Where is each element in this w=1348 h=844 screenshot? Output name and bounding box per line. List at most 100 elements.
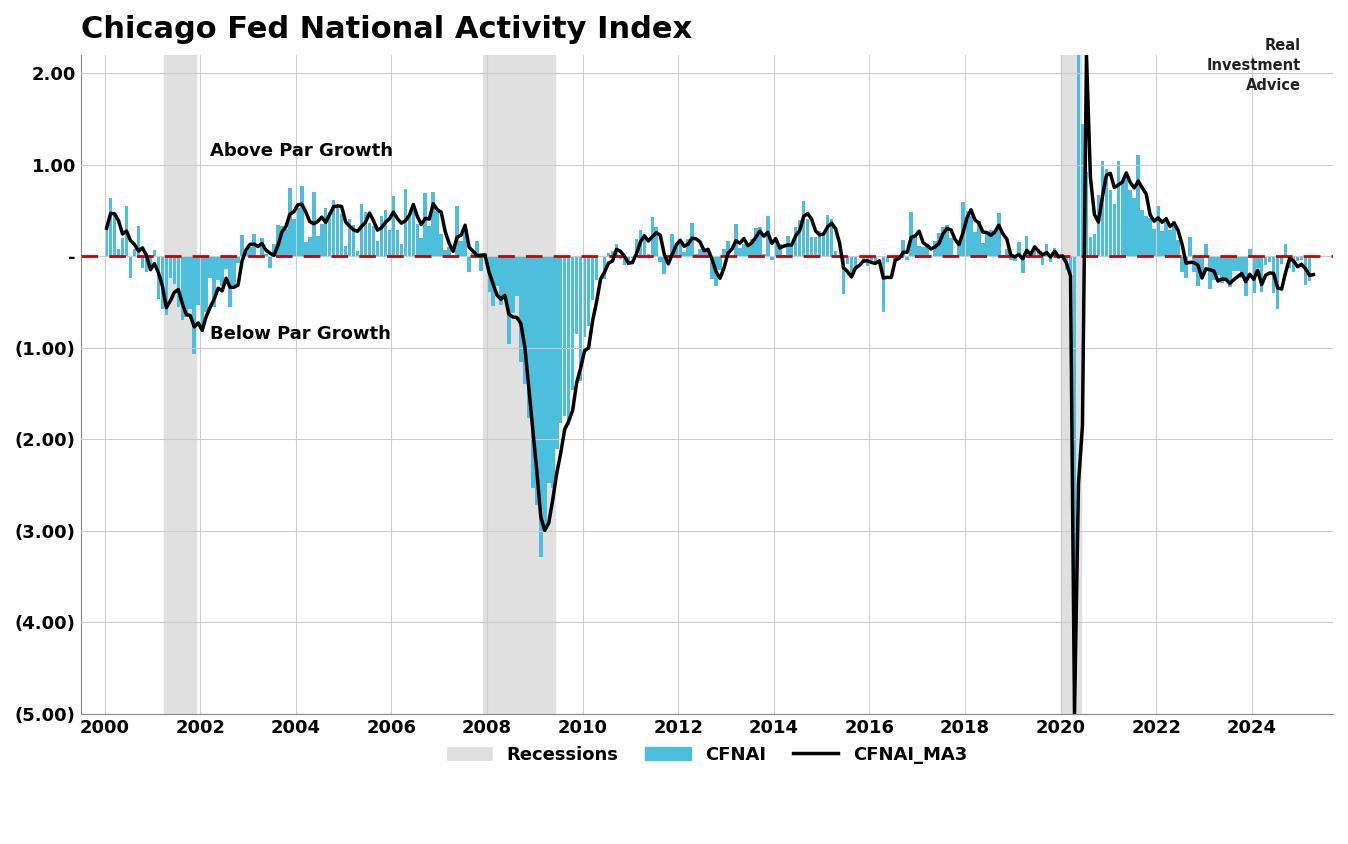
Bar bbox=[297, 208, 299, 256]
Text: Below Par Growth: Below Par Growth bbox=[210, 325, 391, 343]
CFNAI_MA3 bbox=[1078, 50, 1095, 60]
Bar bbox=[758, 227, 762, 256]
Bar bbox=[619, 256, 623, 259]
Bar bbox=[535, 256, 539, 506]
Bar bbox=[615, 244, 619, 256]
Bar bbox=[1002, 255, 1004, 256]
Bar bbox=[731, 256, 733, 257]
Bar bbox=[399, 244, 403, 256]
Bar bbox=[1268, 256, 1271, 262]
Bar bbox=[209, 256, 212, 278]
Bar bbox=[1196, 256, 1200, 285]
Text: Chicago Fed National Activity Index: Chicago Fed National Activity Index bbox=[81, 15, 692, 44]
Bar bbox=[193, 256, 195, 354]
Bar bbox=[156, 256, 160, 299]
Bar bbox=[523, 256, 527, 384]
Bar bbox=[790, 244, 794, 256]
Bar bbox=[1228, 256, 1232, 287]
Bar bbox=[276, 225, 279, 256]
Bar bbox=[574, 256, 578, 333]
Bar bbox=[706, 250, 710, 256]
Bar bbox=[853, 256, 857, 267]
Bar bbox=[1283, 244, 1287, 256]
Bar bbox=[886, 256, 890, 262]
Bar bbox=[1161, 231, 1163, 256]
Bar bbox=[945, 225, 949, 256]
Bar bbox=[694, 254, 698, 256]
Bar bbox=[786, 236, 790, 256]
Bar bbox=[770, 256, 774, 261]
Bar bbox=[519, 256, 523, 362]
Bar bbox=[132, 250, 136, 256]
Bar bbox=[547, 256, 550, 483]
Bar bbox=[160, 256, 164, 309]
Bar bbox=[965, 211, 969, 256]
Bar bbox=[1248, 249, 1251, 256]
Bar bbox=[882, 256, 886, 312]
Bar bbox=[1069, 256, 1072, 298]
Bar bbox=[543, 256, 546, 528]
Bar bbox=[168, 256, 173, 278]
Bar bbox=[380, 216, 383, 256]
Bar bbox=[105, 228, 108, 256]
Bar bbox=[698, 249, 702, 256]
Bar bbox=[1279, 256, 1283, 264]
Bar bbox=[1173, 221, 1175, 256]
Bar bbox=[1077, 55, 1080, 256]
Bar bbox=[411, 211, 415, 256]
Bar bbox=[743, 244, 745, 256]
Bar bbox=[1024, 236, 1029, 256]
Bar bbox=[568, 256, 570, 425]
Bar bbox=[460, 241, 462, 256]
Bar bbox=[305, 242, 307, 256]
Bar bbox=[643, 239, 646, 256]
Bar bbox=[822, 235, 825, 256]
Bar bbox=[368, 224, 371, 256]
Bar bbox=[1081, 124, 1084, 256]
Bar bbox=[906, 256, 909, 260]
Bar bbox=[607, 253, 611, 256]
Bar bbox=[878, 256, 882, 257]
CFNAI_MA3 bbox=[373, 223, 390, 233]
Bar bbox=[662, 256, 666, 274]
Bar bbox=[148, 256, 152, 269]
Bar bbox=[623, 256, 627, 265]
Bar bbox=[782, 255, 786, 256]
Bar bbox=[1041, 256, 1045, 265]
Bar bbox=[1108, 190, 1112, 256]
Bar bbox=[1010, 256, 1012, 261]
Bar bbox=[117, 249, 120, 256]
Bar bbox=[774, 240, 778, 256]
Bar bbox=[140, 256, 144, 268]
Bar bbox=[1287, 256, 1291, 268]
Bar bbox=[559, 256, 562, 423]
Bar bbox=[1148, 219, 1153, 256]
Bar bbox=[727, 241, 729, 256]
CFNAI_MA3 bbox=[214, 286, 231, 296]
Bar bbox=[487, 256, 491, 292]
Bar bbox=[284, 229, 287, 256]
Bar bbox=[1112, 204, 1116, 256]
Bar bbox=[998, 213, 1000, 256]
Bar bbox=[582, 256, 586, 337]
Bar bbox=[778, 244, 782, 256]
Bar bbox=[491, 256, 495, 306]
CFNAI_MA3 bbox=[524, 425, 541, 435]
Bar bbox=[121, 238, 124, 256]
Bar bbox=[670, 234, 674, 256]
Bar bbox=[311, 192, 315, 256]
Bar bbox=[762, 254, 766, 256]
Bar bbox=[1177, 240, 1180, 256]
Bar bbox=[240, 235, 244, 256]
Bar bbox=[495, 256, 499, 286]
Bar bbox=[539, 256, 542, 557]
Bar bbox=[599, 256, 603, 257]
Bar bbox=[236, 256, 240, 263]
CFNAI_MA3 bbox=[1134, 183, 1150, 193]
Bar bbox=[213, 256, 216, 307]
Bar bbox=[723, 249, 725, 256]
Bar bbox=[925, 244, 929, 256]
Bar bbox=[1049, 256, 1053, 262]
Bar bbox=[427, 226, 431, 256]
Bar bbox=[941, 227, 945, 256]
